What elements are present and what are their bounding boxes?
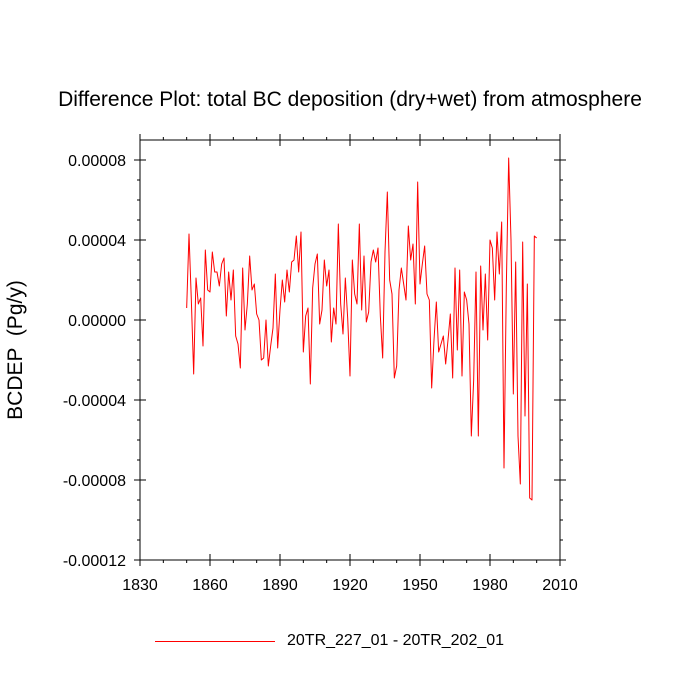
x-tick-label: 1920	[332, 577, 368, 594]
x-tick-label: 1860	[192, 577, 228, 594]
y-tick-label: -0.00012	[63, 553, 126, 570]
chart-title: Difference Plot: total BC deposition (dr…	[58, 88, 642, 111]
data-series-line	[186, 157, 537, 501]
y-tick-label: -0.00004	[63, 393, 126, 410]
legend-label: 20TR_227_01 - 20TR_202_01	[287, 632, 505, 649]
tick-labels: 1830 1860 1890 1920 1950 1980 2010 -0.00012 -0.0…	[63, 153, 578, 594]
x-tick-label: 1950	[402, 577, 438, 594]
x-tick-label: 1890	[262, 577, 298, 594]
legend: 20TR_227_01 - 20TR_202_01	[155, 628, 504, 654]
data-points	[186, 157, 537, 500]
y-axis-label: BCDEP (Pg/y)	[4, 280, 27, 420]
y-tick-label: 0.00004	[68, 233, 126, 250]
plot-frame	[139, 139, 561, 561]
y-tick-label: 0.00000	[68, 313, 126, 330]
y-tick-label: -0.00008	[63, 473, 126, 490]
x-tick-label: 2010	[542, 577, 578, 594]
x-tick-label: 1980	[472, 577, 508, 594]
legend-line-swatch	[155, 640, 275, 642]
y-tick-label: 0.00008	[68, 153, 126, 170]
x-tick-label: 1830	[122, 577, 158, 594]
axis-ticks	[134, 134, 566, 566]
